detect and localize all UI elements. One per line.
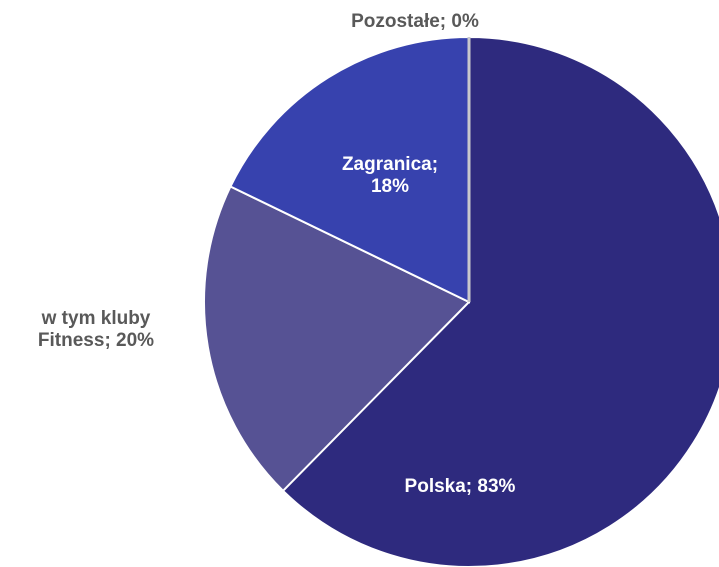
slice-label: w tym kluby Fitness; 20%	[37, 308, 155, 351]
slice-label: Pozostałe; 0%	[351, 11, 479, 32]
slice-label: Polska; 83%	[404, 476, 516, 497]
slice-label: Zagranica; 18%	[341, 154, 439, 197]
pie-slice	[229, 35, 470, 304]
pie-sub-slice	[203, 185, 471, 493]
